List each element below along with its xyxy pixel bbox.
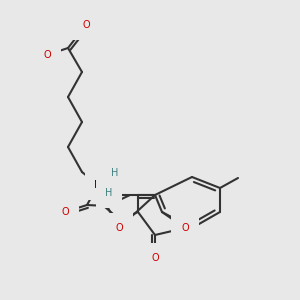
Text: O: O xyxy=(43,50,51,60)
Text: O: O xyxy=(61,207,69,217)
Text: N: N xyxy=(94,180,102,190)
Text: O: O xyxy=(151,253,159,263)
Text: O: O xyxy=(82,20,90,30)
Text: H: H xyxy=(111,168,119,178)
Text: O: O xyxy=(151,253,159,263)
Text: O: O xyxy=(61,207,69,217)
Text: H: H xyxy=(105,188,113,198)
Text: O: O xyxy=(181,223,189,233)
Text: O: O xyxy=(43,50,51,60)
Text: N: N xyxy=(94,180,102,190)
Text: O: O xyxy=(115,223,123,233)
Text: H: H xyxy=(105,188,113,198)
Text: H: H xyxy=(111,168,119,178)
Text: H: H xyxy=(39,48,47,58)
Text: H: H xyxy=(37,48,45,58)
Text: O: O xyxy=(115,223,123,233)
Text: O: O xyxy=(82,20,90,30)
Text: O: O xyxy=(181,223,189,233)
